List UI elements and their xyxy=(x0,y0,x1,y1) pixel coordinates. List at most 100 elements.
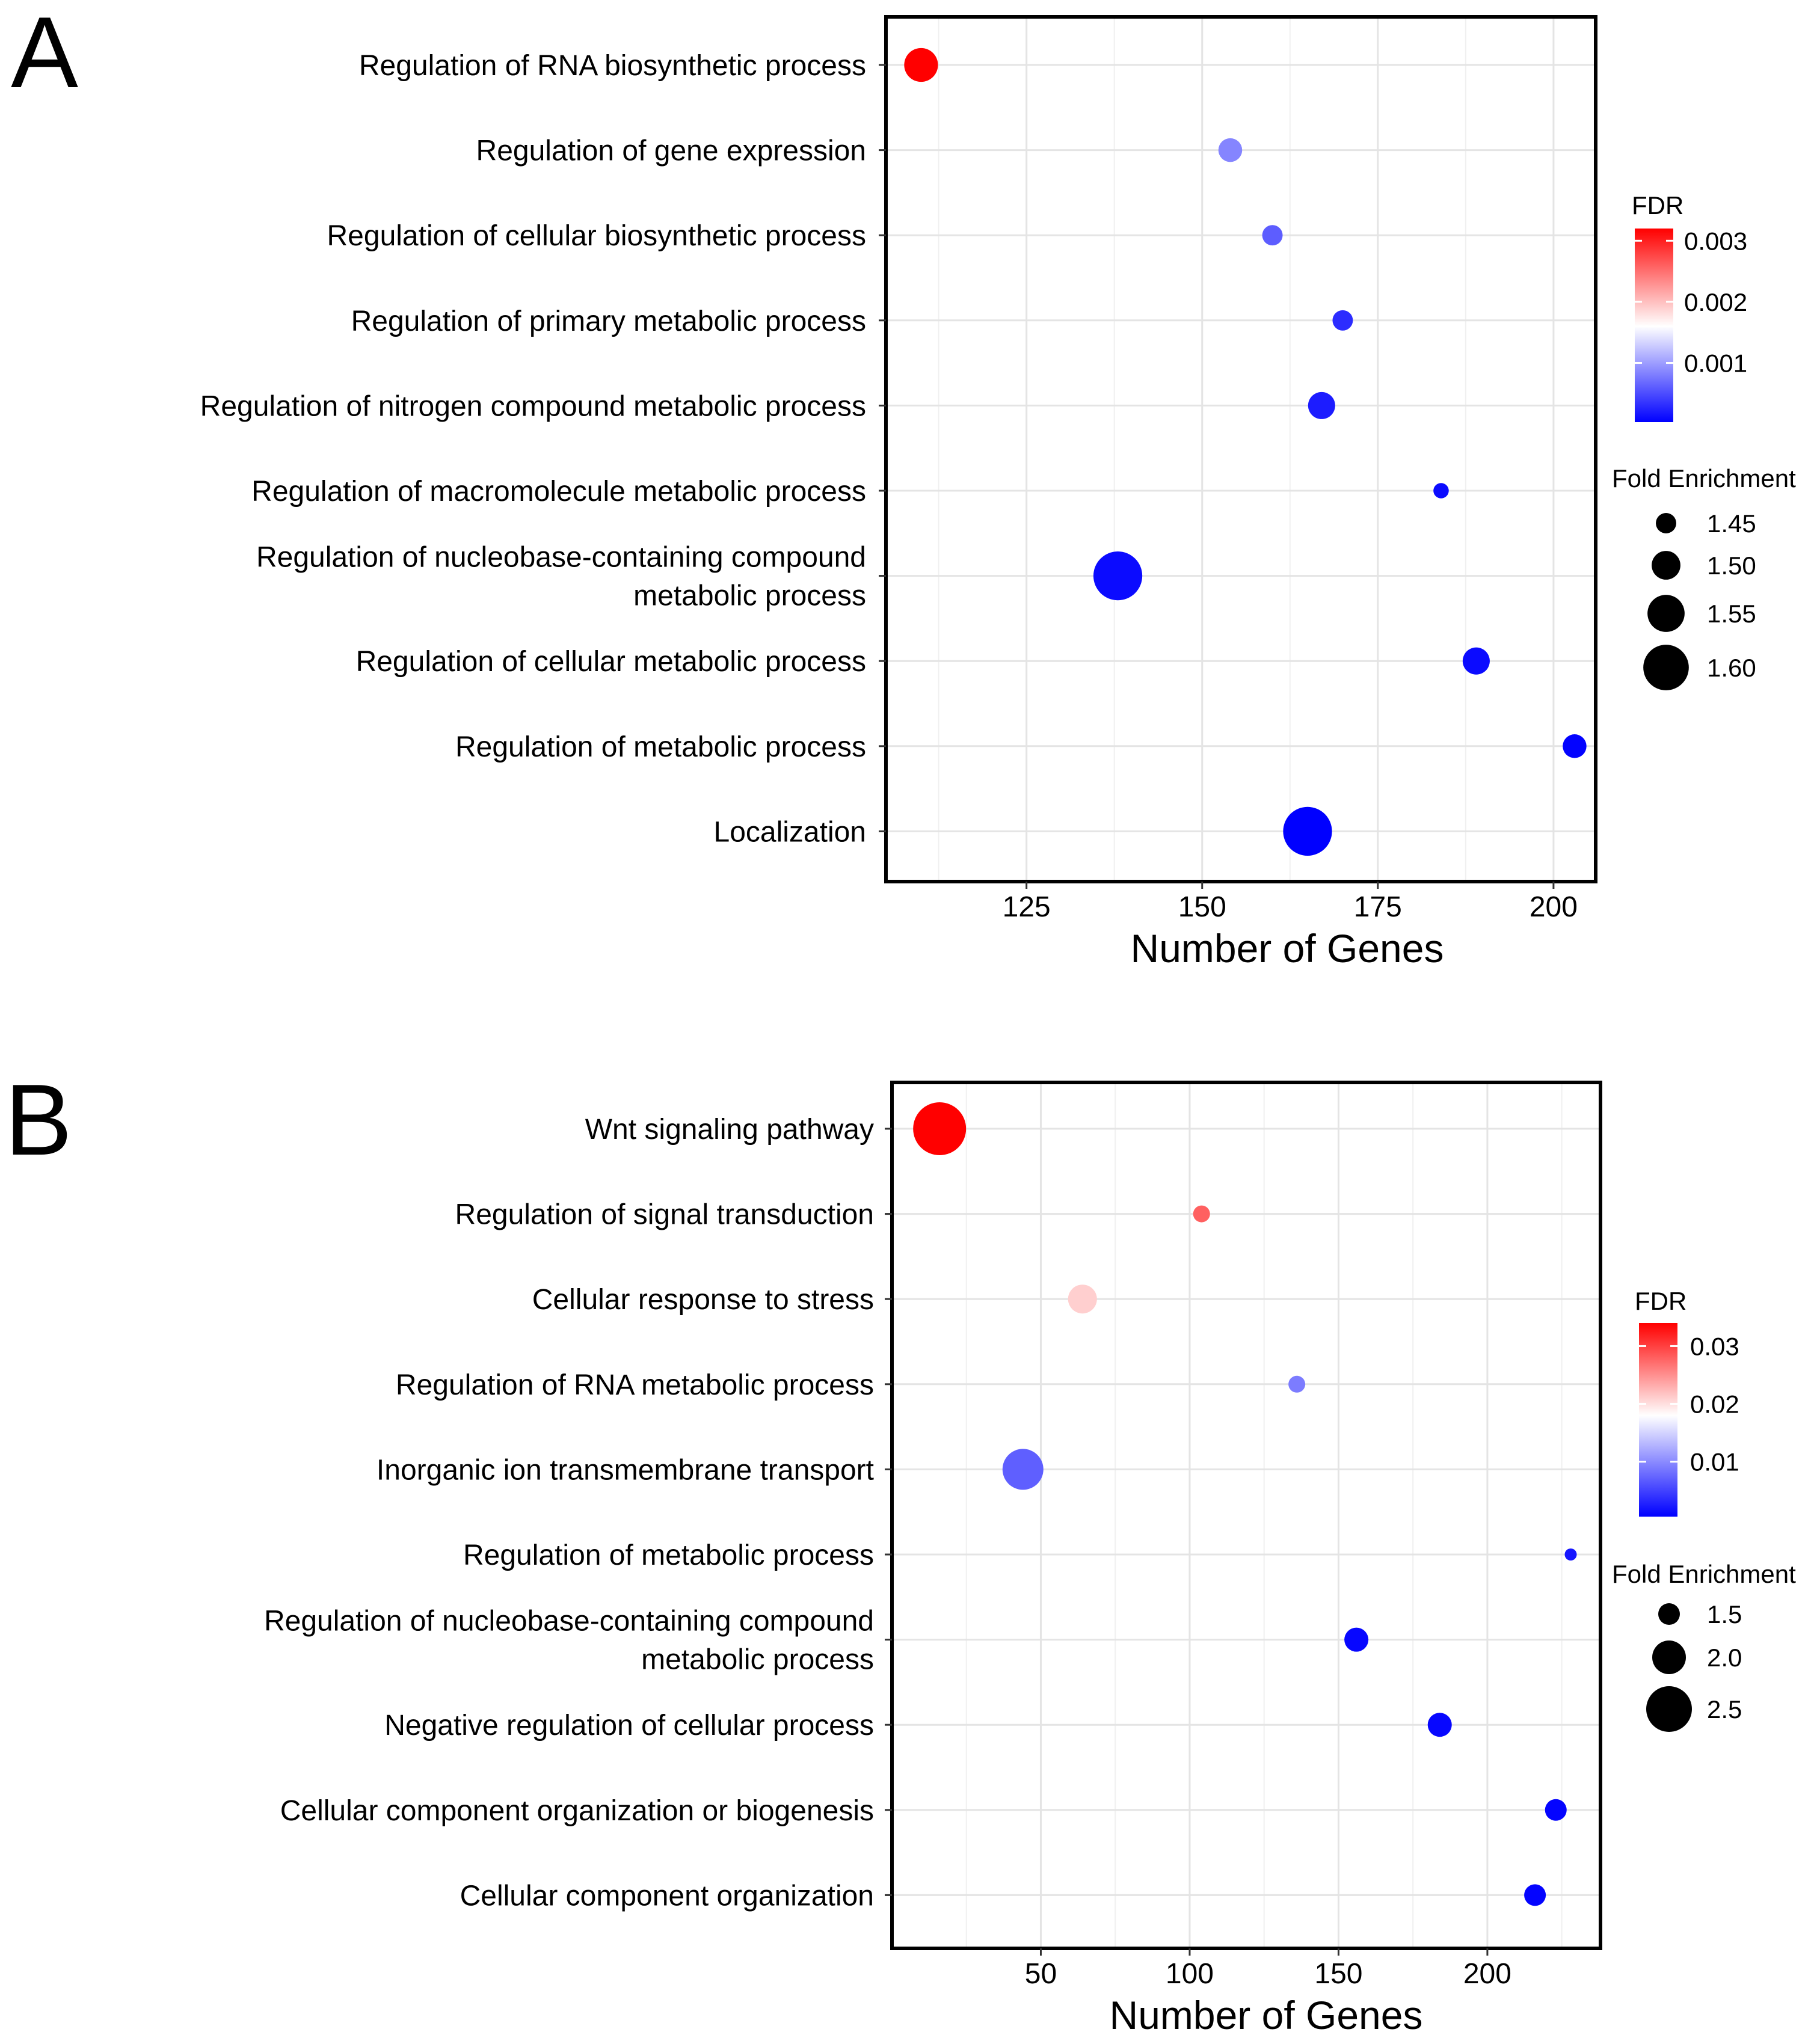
data-point xyxy=(1308,391,1335,419)
panel-a-fdr-legend-title: FDR xyxy=(1632,191,1683,219)
category-label: metabolic process xyxy=(641,1644,874,1676)
data-point xyxy=(1344,1627,1369,1652)
category-label: Regulation of gene expression xyxy=(476,135,866,167)
data-point xyxy=(1427,1713,1452,1737)
x-tick-label: 100 xyxy=(1166,1958,1214,1990)
category-label: Regulation of metabolic process xyxy=(455,731,866,763)
data-point xyxy=(1433,483,1449,499)
panel-b-letter: B xyxy=(5,1063,72,1176)
panel-a-points xyxy=(904,48,1587,856)
data-point xyxy=(913,1102,967,1155)
panel-b-fdr-colorbar xyxy=(1639,1323,1677,1517)
x-tick-label: 125 xyxy=(1003,891,1051,923)
panel-b-fdr-ticks: 0.03 0.02 0.01 xyxy=(1639,1332,1739,1476)
panel-b-plot-frame xyxy=(890,1081,1602,1950)
category-label: Cellular response to stress xyxy=(532,1284,874,1316)
panel-b-size-legend-title: Fold Enrichment xyxy=(1612,1560,1796,1588)
category-label: Regulation of nucleobase-containing comp… xyxy=(264,1606,874,1637)
panel-a-legend: FDR 0.003 0.002 0.001 Fold Enrichment 1.45… xyxy=(1612,191,1796,690)
colorbar-tick-label: 0.003 xyxy=(1684,227,1747,255)
panel-b-gridlines xyxy=(892,1082,1600,1948)
size-key-label: 2.5 xyxy=(1707,1695,1742,1723)
category-label: Regulation of metabolic process xyxy=(463,1539,874,1571)
category-label: Regulation of RNA metabolic process xyxy=(396,1369,874,1401)
panel-b: B Wnt signaling pathway Regulation of sig… xyxy=(5,1063,1796,2037)
x-tick-label: 50 xyxy=(1025,1958,1057,1990)
x-tick-label: 150 xyxy=(1178,891,1226,923)
category-label: Regulation of primary metabolic process xyxy=(351,305,866,337)
data-point xyxy=(1093,551,1143,601)
panel-a-x-axis-title: Number of Genes xyxy=(1131,926,1444,971)
category-label: Inorganic ion transmembrane transport xyxy=(377,1454,874,1486)
category-label: Wnt signaling pathway xyxy=(585,1114,874,1146)
panel-b-size-keys: 1.5 2.0 2.5 xyxy=(1646,1600,1742,1732)
category-label: Negative regulation of cellular process xyxy=(384,1710,874,1742)
category-label: Regulation of macromolecule metabolic pr… xyxy=(251,476,866,508)
category-label: Regulation of RNA biosynthetic process xyxy=(359,50,866,82)
data-point xyxy=(1068,1284,1097,1314)
plot-background xyxy=(892,1082,1600,1948)
category-label: metabolic process xyxy=(633,580,866,612)
size-key-label: 1.60 xyxy=(1707,654,1756,682)
panel-b-points xyxy=(913,1102,1577,1906)
panel-b-legend: FDR 0.03 0.02 0.01 Fold Enrichment 1.5 2.0 2… xyxy=(1612,1287,1796,1732)
x-tick-label: 175 xyxy=(1354,891,1402,923)
size-key-label: 1.45 xyxy=(1707,509,1756,538)
panel-a-fdr-ticks: 0.003 0.002 0.001 xyxy=(1635,227,1747,377)
category-label: Regulation of signal transduction xyxy=(455,1199,874,1231)
panel-a-size-keys: 1.45 1.50 1.55 1.60 xyxy=(1643,509,1756,690)
category-label: Cellular component organization xyxy=(460,1880,874,1912)
size-key-circle xyxy=(1656,513,1676,533)
data-point xyxy=(1002,1449,1044,1490)
colorbar-tick-label: 0.002 xyxy=(1684,288,1747,316)
x-tick-label: 200 xyxy=(1463,1958,1511,1990)
panel-b-category-labels: Wnt signaling pathway Regulation of signa… xyxy=(264,1114,892,1912)
colorbar-tick-label: 0.02 xyxy=(1690,1390,1739,1419)
size-key-circle xyxy=(1646,1686,1692,1732)
data-point xyxy=(1524,1884,1546,1906)
plot-background xyxy=(886,17,1596,882)
panel-b-x-ticks: 50 100 150 200 xyxy=(1025,1948,1511,1990)
data-point xyxy=(904,48,938,82)
data-point xyxy=(1262,225,1283,246)
colorbar-tick-label: 0.01 xyxy=(1690,1448,1739,1476)
panel-a-category-labels: Regulation of RNA biosynthetic process Re… xyxy=(200,50,886,848)
panel-a-fdr-colorbar xyxy=(1635,229,1673,422)
size-key-circle xyxy=(1643,645,1689,690)
data-point xyxy=(1193,1205,1210,1223)
panel-a-size-legend-title: Fold Enrichment xyxy=(1612,464,1796,493)
category-label: Regulation of nitrogen compound metaboli… xyxy=(200,390,866,422)
data-point xyxy=(1563,734,1587,758)
panel-a-letter: A xyxy=(11,0,78,109)
colorbar-tick-label: 0.001 xyxy=(1684,349,1747,377)
category-label: Regulation of cellular biosynthetic proc… xyxy=(327,220,866,252)
panel-a-plot-frame xyxy=(884,15,1597,883)
data-point xyxy=(1283,806,1332,856)
x-tick-label: 200 xyxy=(1530,891,1578,923)
size-key-circle xyxy=(1652,1640,1686,1674)
size-key-label: 2.0 xyxy=(1707,1643,1742,1672)
panel-b-x-axis-title: Number of Genes xyxy=(1110,1993,1423,2037)
category-label: Regulation of cellular metabolic process xyxy=(356,646,866,678)
size-key-circle xyxy=(1647,595,1685,632)
data-point xyxy=(1288,1375,1306,1393)
data-point xyxy=(1218,138,1243,162)
size-key-label: 1.50 xyxy=(1707,551,1756,580)
size-key-circle xyxy=(1652,551,1680,580)
panel-b-fdr-legend-title: FDR xyxy=(1635,1287,1686,1315)
size-key-label: 1.5 xyxy=(1707,1600,1742,1628)
category-label: Localization xyxy=(714,816,867,848)
data-point xyxy=(1564,1548,1577,1561)
data-point xyxy=(1332,310,1353,331)
panel-a: A Regulation of RNA biosynthetic process… xyxy=(11,0,1796,971)
panel-a-x-ticks: 125 150 175 200 xyxy=(1003,882,1578,923)
size-key-label: 1.55 xyxy=(1707,600,1756,628)
data-point xyxy=(1462,647,1490,675)
category-label: Cellular component organization or bioge… xyxy=(280,1795,874,1827)
x-tick-label: 150 xyxy=(1314,1958,1362,1990)
colorbar-tick-label: 0.03 xyxy=(1690,1332,1739,1360)
data-point xyxy=(1545,1799,1567,1821)
category-label: Regulation of nucleobase-containing comp… xyxy=(256,542,866,574)
size-key-circle xyxy=(1658,1603,1680,1625)
